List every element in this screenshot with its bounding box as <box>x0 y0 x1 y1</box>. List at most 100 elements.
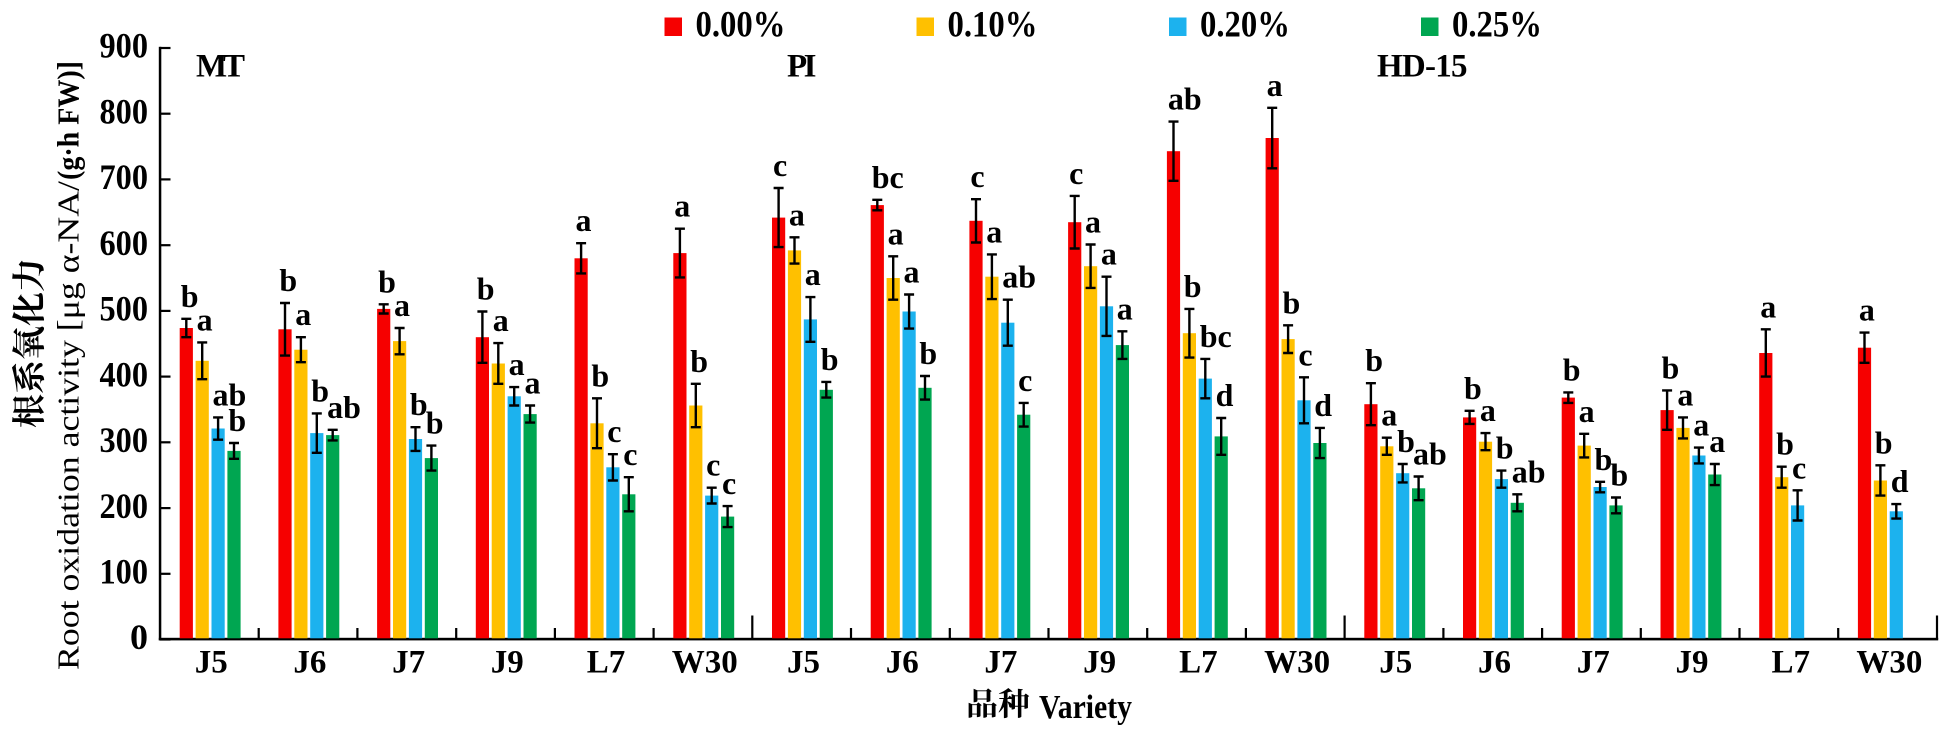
svg-text:L7: L7 <box>587 645 626 681</box>
svg-text:b: b <box>1464 370 1482 406</box>
svg-text:a: a <box>295 296 311 332</box>
svg-text:J6: J6 <box>293 645 326 681</box>
svg-text:b: b <box>378 263 396 299</box>
svg-text:b: b <box>821 341 839 377</box>
svg-text:a: a <box>888 215 904 251</box>
svg-text:b: b <box>591 357 609 393</box>
svg-text:ab: ab <box>327 389 361 425</box>
svg-text:a: a <box>1709 423 1725 459</box>
svg-text:J9: J9 <box>1083 645 1116 681</box>
svg-text:d: d <box>1216 377 1234 413</box>
svg-text:c: c <box>1069 155 1083 191</box>
svg-text:200: 200 <box>100 486 149 526</box>
svg-text:a: a <box>197 301 213 337</box>
svg-text:b: b <box>1184 268 1202 304</box>
svg-text:W30: W30 <box>672 645 738 681</box>
svg-text:c: c <box>1792 449 1806 485</box>
svg-text:L7: L7 <box>1771 645 1810 681</box>
svg-text:ab: ab <box>213 376 247 412</box>
svg-text:a: a <box>674 188 690 224</box>
svg-text:b: b <box>1875 424 1893 460</box>
svg-text:W30: W30 <box>1856 645 1922 681</box>
svg-text:b: b <box>1283 284 1301 320</box>
svg-text:PI: PI <box>787 49 817 85</box>
svg-text:300: 300 <box>100 420 149 460</box>
svg-text:c: c <box>607 413 621 449</box>
svg-text:c: c <box>1298 336 1312 372</box>
svg-text:c: c <box>706 447 720 483</box>
svg-text:d: d <box>1891 463 1909 499</box>
svg-text:b: b <box>919 335 937 371</box>
svg-text:a: a <box>805 256 821 292</box>
svg-text:b: b <box>1595 441 1613 477</box>
svg-text:b: b <box>477 271 495 307</box>
svg-text:400: 400 <box>100 354 149 394</box>
svg-text:b: b <box>1776 426 1794 462</box>
svg-text:a: a <box>789 196 805 232</box>
svg-text:0.25%: 0.25% <box>1452 5 1542 46</box>
svg-text:b: b <box>228 402 246 438</box>
svg-text:0.00%: 0.00% <box>696 5 786 46</box>
svg-text:a: a <box>1579 393 1595 429</box>
svg-text:a: a <box>1117 290 1133 326</box>
svg-text:W30: W30 <box>1264 645 1330 681</box>
svg-text:b: b <box>279 262 297 298</box>
svg-text:700: 700 <box>100 157 149 197</box>
svg-text:100: 100 <box>100 552 149 592</box>
svg-text:0: 0 <box>130 617 148 657</box>
svg-text:a: a <box>394 287 410 323</box>
svg-text:Variety: Variety <box>1039 689 1132 726</box>
svg-text:b: b <box>1610 457 1628 493</box>
svg-text:Root oxidation activity [μg α-: Root oxidation activity [μg α-NA/ <box>51 181 86 670</box>
svg-text:b: b <box>181 278 199 314</box>
svg-text:J5: J5 <box>195 645 228 681</box>
svg-text:J9: J9 <box>491 645 524 681</box>
svg-text:bc: bc <box>872 159 904 195</box>
svg-text:c: c <box>773 147 787 183</box>
svg-text:600: 600 <box>100 223 149 263</box>
svg-text:800: 800 <box>100 91 149 131</box>
svg-text:b: b <box>426 405 444 441</box>
svg-text:b: b <box>311 372 329 408</box>
svg-text:c: c <box>623 436 637 472</box>
svg-text:ab: ab <box>1168 81 1202 117</box>
svg-text:a: a <box>986 213 1002 249</box>
svg-text:b: b <box>690 343 708 379</box>
svg-text:ab: ab <box>1002 259 1036 295</box>
svg-text:b: b <box>1365 342 1383 378</box>
svg-text:0.20%: 0.20% <box>1200 5 1290 46</box>
svg-text:HD-15: HD-15 <box>1377 49 1468 85</box>
svg-text:d: d <box>1314 387 1332 423</box>
svg-text:a: a <box>576 202 592 238</box>
svg-text:a: a <box>904 254 920 290</box>
svg-text:a: a <box>1267 67 1283 103</box>
svg-text:ab: ab <box>1413 436 1447 472</box>
svg-text:MT: MT <box>196 49 245 85</box>
svg-text:c: c <box>1018 362 1032 398</box>
svg-text:b: b <box>410 386 428 422</box>
svg-text:c: c <box>970 158 984 194</box>
svg-text:a: a <box>1760 288 1776 324</box>
svg-text:a: a <box>493 302 509 338</box>
svg-text:a: a <box>1381 397 1397 433</box>
svg-text:J6: J6 <box>886 645 919 681</box>
svg-text:J7: J7 <box>392 645 425 681</box>
svg-text:a: a <box>1101 236 1117 272</box>
svg-text:J6: J6 <box>1478 645 1511 681</box>
svg-text:0.10%: 0.10% <box>948 5 1038 46</box>
svg-text:a: a <box>1085 204 1101 240</box>
svg-text:J7: J7 <box>1577 645 1610 681</box>
svg-text:a: a <box>1677 376 1693 412</box>
svg-text:ab: ab <box>1512 453 1546 489</box>
svg-text:c: c <box>722 465 736 501</box>
svg-text:900: 900 <box>100 26 149 66</box>
svg-text:a: a <box>1480 392 1496 428</box>
svg-text:b: b <box>1496 430 1514 466</box>
svg-text:L7: L7 <box>1179 645 1218 681</box>
svg-text:bc: bc <box>1200 318 1232 354</box>
svg-text:a: a <box>1693 407 1709 443</box>
svg-text:J7: J7 <box>984 645 1017 681</box>
svg-text:500: 500 <box>100 289 149 329</box>
svg-text:a: a <box>525 365 541 401</box>
svg-text:b: b <box>1662 349 1680 385</box>
